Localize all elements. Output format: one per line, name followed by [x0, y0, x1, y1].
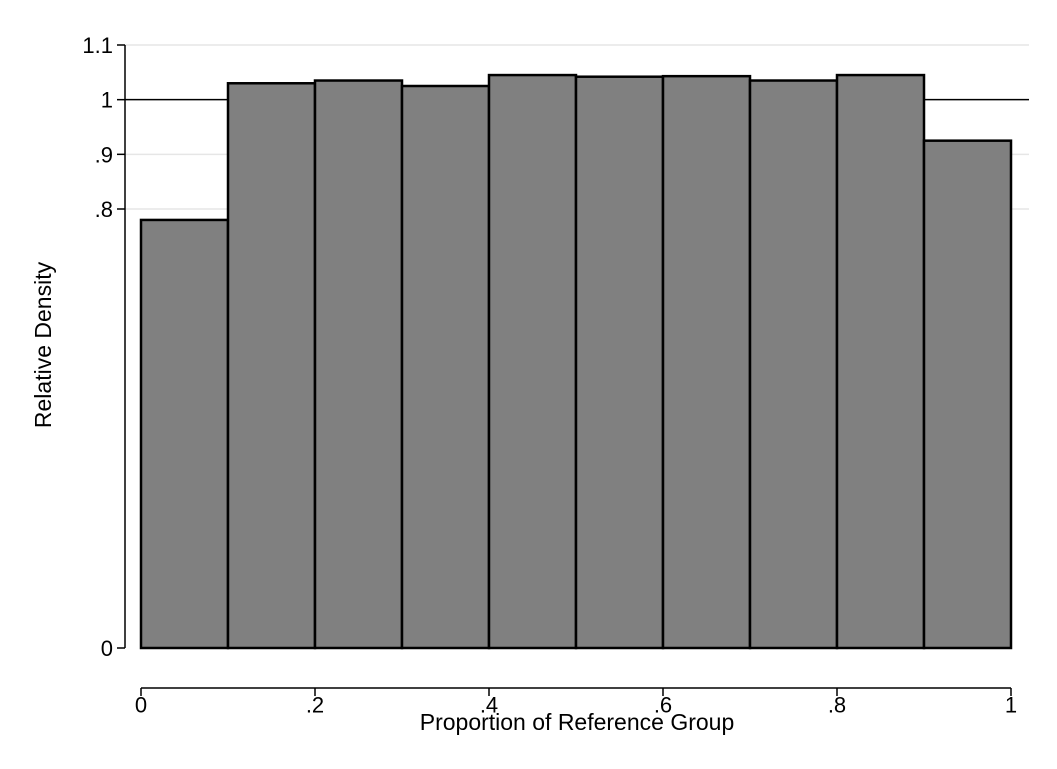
histogram-bar [139, 218, 230, 650]
histogram-bar [661, 74, 752, 650]
y-tick-label: .8 [95, 197, 113, 222]
histogram-bar [226, 82, 317, 650]
histogram-bar [400, 84, 491, 650]
y-axis-title: Relative Density [30, 261, 56, 428]
x-tick-label: .4 [480, 692, 498, 717]
histogram-bar [922, 139, 1013, 650]
histogram-bar [835, 73, 926, 650]
histogram-bar [748, 79, 839, 650]
y-tick-label: 0 [101, 636, 113, 661]
histogram-bar [487, 73, 578, 650]
x-tick-label: 1 [1005, 692, 1017, 717]
x-tick-label: .6 [654, 692, 672, 717]
histogram-bar [574, 75, 665, 650]
histogram-bar [313, 79, 404, 650]
y-tick-label: 1.1 [82, 33, 113, 58]
y-tick-label: .9 [95, 142, 113, 167]
x-tick-label: 0 [135, 692, 147, 717]
x-axis-title: Proportion of Reference Group [420, 709, 735, 735]
bars [139, 73, 1013, 650]
x-tick-label: .2 [306, 692, 324, 717]
axes [117, 44, 1012, 696]
y-tick-label: 1 [101, 88, 113, 113]
tick-labels: 0 .8 .9 1 1.1 0 .2 .4 .6 .8 1 [82, 33, 1017, 717]
x-tick-label: .8 [828, 692, 846, 717]
